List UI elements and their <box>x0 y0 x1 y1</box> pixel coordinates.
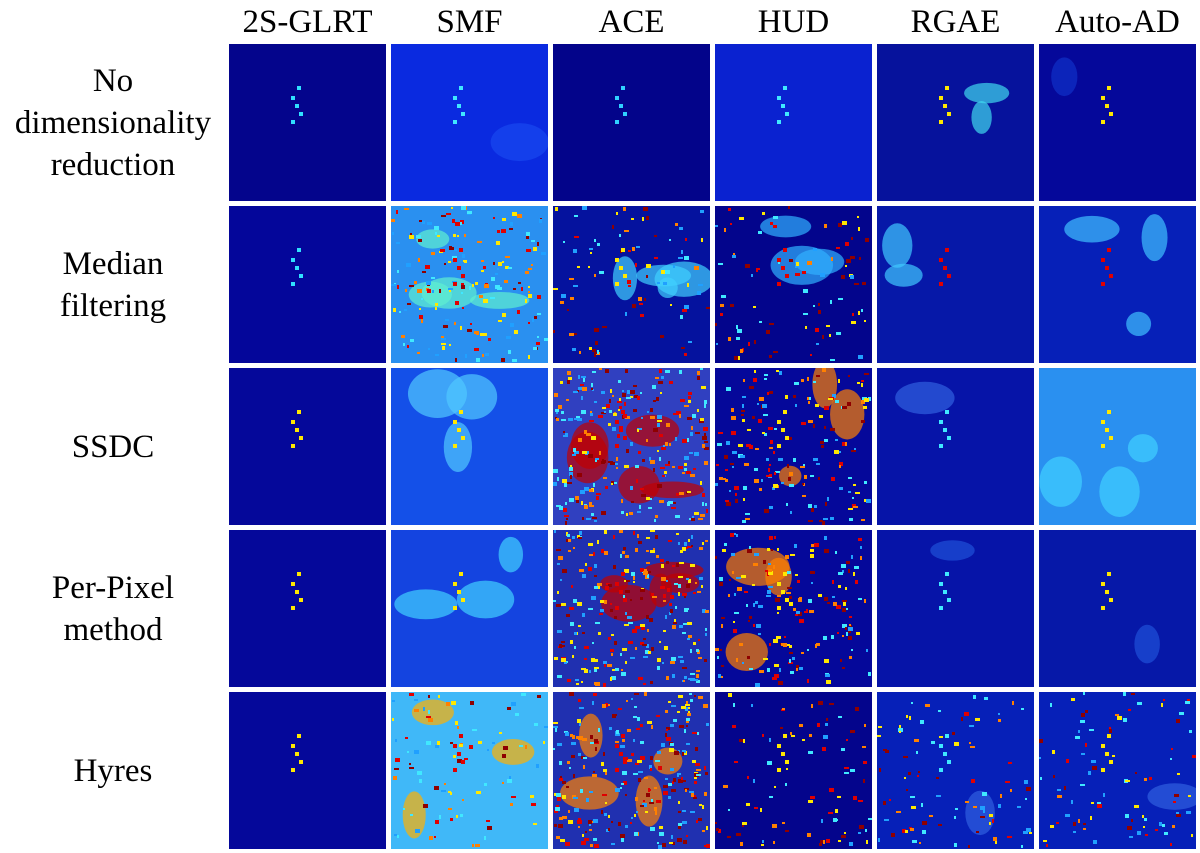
column-header-2s-glrt: 2S-GLRT <box>242 4 373 40</box>
detection-map-no-dimensionality-reduction-ace <box>553 44 710 201</box>
row-label-line: method <box>63 611 163 648</box>
detection-map-image <box>877 368 1034 525</box>
detection-map-no-dimensionality-reduction-smf <box>391 44 548 201</box>
detection-map-hyres-hud <box>715 692 872 849</box>
detection-map-no-dimensionality-reduction-rgae <box>877 44 1034 201</box>
row-label-per-pixel-method: Per-Pixel method <box>0 530 226 687</box>
column-header-rgae: RGAE <box>910 4 1001 40</box>
detection-map-image <box>715 530 872 687</box>
detection-map-median-filtering-ace <box>553 206 710 363</box>
detection-map-image <box>1039 530 1196 687</box>
detection-map-image <box>877 44 1034 201</box>
detection-map-hyres-ace <box>553 692 710 849</box>
row-label-line: Per-Pixel <box>51 569 175 606</box>
row-label-line: dimensionality <box>14 104 212 141</box>
detection-map-median-filtering-rgae <box>877 206 1034 363</box>
detection-map-image <box>391 206 548 363</box>
detection-map-ssdc-ace <box>553 368 710 525</box>
detection-map-image <box>715 692 872 849</box>
detection-map-image <box>715 44 872 201</box>
row-label-line: No <box>92 62 134 99</box>
detection-map-image <box>229 206 386 363</box>
detection-map-image <box>229 530 386 687</box>
detection-map-no-dimensionality-reduction-auto-ad <box>1039 44 1196 201</box>
detection-map-ssdc-rgae <box>877 368 1034 525</box>
detection-map-per-pixel-method-smf <box>391 530 548 687</box>
detection-map-image <box>553 692 710 849</box>
detection-map-per-pixel-method-rgae <box>877 530 1034 687</box>
detection-map-image <box>229 44 386 201</box>
detection-map-ssdc-hud <box>715 368 872 525</box>
detection-map-per-pixel-method-auto-ad <box>1039 530 1196 687</box>
row-label-median-filtering: Median filtering <box>0 206 226 363</box>
detection-map-image <box>715 206 872 363</box>
detection-map-image <box>391 368 548 525</box>
detection-map-image <box>229 692 386 849</box>
detection-map-image <box>1039 692 1196 849</box>
column-header-smf: SMF <box>436 4 503 40</box>
detection-map-per-pixel-method-ace <box>553 530 710 687</box>
detection-map-image <box>553 44 710 201</box>
detection-map-image <box>715 368 872 525</box>
detection-map-image <box>1039 368 1196 525</box>
detection-map-hyres-auto-ad <box>1039 692 1196 849</box>
detection-map-ssdc-auto-ad <box>1039 368 1196 525</box>
detection-map-image <box>1039 206 1196 363</box>
detection-map-hyres-smf <box>391 692 548 849</box>
detection-map-median-filtering-2s-glrt <box>229 206 386 363</box>
detection-map-ssdc-smf <box>391 368 548 525</box>
row-label-line: filtering <box>59 287 167 324</box>
detection-map-per-pixel-method-hud <box>715 530 872 687</box>
row-label-line: SSDC <box>71 428 155 465</box>
detection-map-median-filtering-hud <box>715 206 872 363</box>
detection-map-image <box>391 530 548 687</box>
detection-map-per-pixel-method-2s-glrt <box>229 530 386 687</box>
detection-map-image <box>391 44 548 201</box>
row-label-hyres: Hyres <box>0 692 226 849</box>
detection-map-image <box>391 692 548 849</box>
column-header-auto-ad: Auto-AD <box>1055 4 1180 40</box>
detection-map-image <box>877 692 1034 849</box>
column-header-ace: ACE <box>598 4 665 40</box>
detection-map-image <box>1039 44 1196 201</box>
detection-map-image <box>553 368 710 525</box>
detection-map-median-filtering-smf <box>391 206 548 363</box>
detection-map-median-filtering-auto-ad <box>1039 206 1196 363</box>
detection-map-image <box>553 530 710 687</box>
row-label-ssdc: SSDC <box>0 368 226 525</box>
detection-map-image <box>877 530 1034 687</box>
detection-map-hyres-rgae <box>877 692 1034 849</box>
row-label-no-dimensionality-reduction: No dimensionality reduction <box>0 44 226 201</box>
detection-map-image <box>877 206 1034 363</box>
detection-map-image <box>553 206 710 363</box>
detection-map-no-dimensionality-reduction-2s-glrt <box>229 44 386 201</box>
row-label-line: reduction <box>50 146 176 183</box>
row-label-line: Hyres <box>73 752 153 789</box>
detection-map-image <box>229 368 386 525</box>
detection-map-ssdc-2s-glrt <box>229 368 386 525</box>
column-header-hud: HUD <box>757 4 830 40</box>
row-label-line: Median <box>62 245 164 282</box>
detection-map-no-dimensionality-reduction-hud <box>715 44 872 201</box>
detection-map-hyres-2s-glrt <box>229 692 386 849</box>
